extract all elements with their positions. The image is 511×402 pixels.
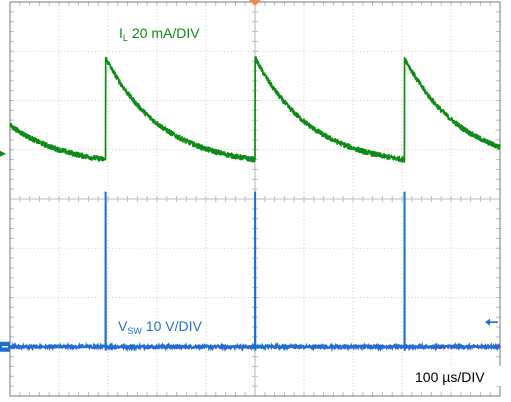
- il-ground-marker: [0, 150, 6, 157]
- timebase-label: 100 µs/DIV: [415, 369, 485, 385]
- il-trace: [9, 56, 501, 163]
- vsw-label: VSW 10 V/DIV: [118, 318, 203, 336]
- traces: [9, 56, 501, 353]
- trigger-level-arrowhead: [485, 318, 490, 326]
- timebase-box: [408, 366, 501, 386]
- il-label: IL 20 mA/DIV: [119, 25, 200, 43]
- trigger-position-marker: [249, 0, 261, 6]
- vsw-trace: [9, 191, 501, 353]
- markers: [0, 0, 498, 352]
